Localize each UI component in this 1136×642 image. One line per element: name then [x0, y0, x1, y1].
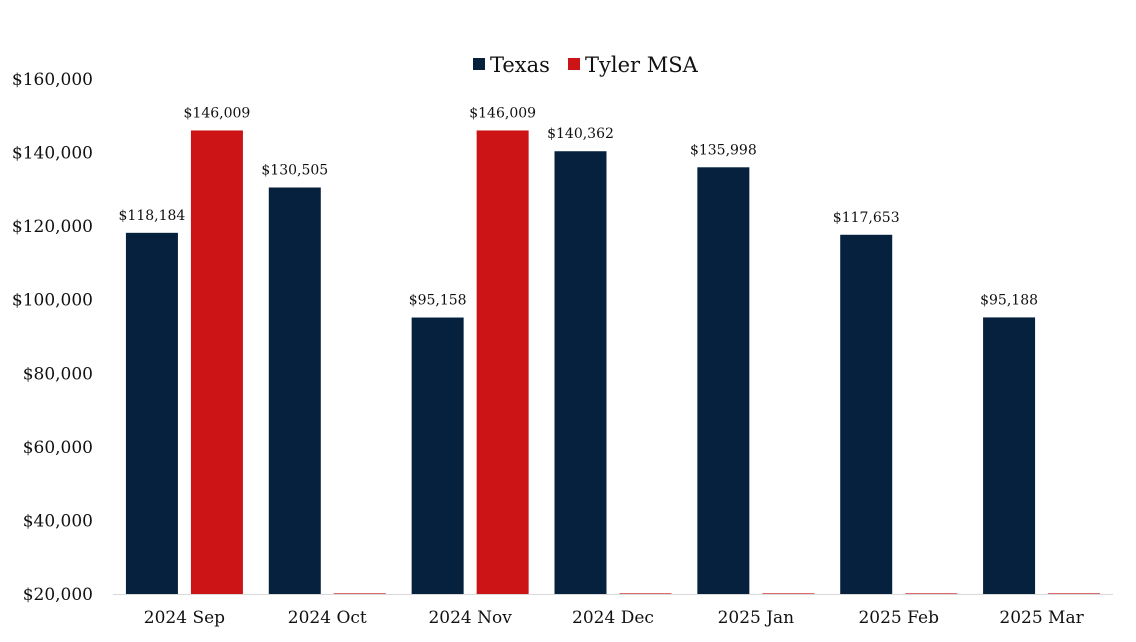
data-label-texas-2025-jan: $135,998 [690, 142, 757, 158]
x-tick-label: 2024 Dec [572, 608, 654, 628]
bar-texas-2024-dec [554, 151, 607, 594]
x-tick-label: 2025 Mar [999, 608, 1084, 628]
data-labels: $118,184 $146,009 $130,505 $95,158 $146,009 $… [119, 105, 1039, 308]
data-label-texas-2024-oct: $130,505 [261, 162, 328, 178]
legend-swatch-texas [473, 58, 485, 70]
y-tick-label: $40,000 [23, 511, 93, 531]
x-tick-label: 2024 Oct [288, 608, 367, 628]
legend-swatch-tyler-msa [568, 58, 580, 70]
y-axis: $20,000 $40,000 $60,000 $80,000 $100,000 $120… [12, 70, 93, 605]
x-axis: 2024 Sep 2024 Oct 2024 Nov 2024 Dec 2025 Jan… [113, 594, 1113, 628]
x-tick-label: 2024 Sep [144, 608, 225, 628]
y-tick-label: $60,000 [23, 438, 93, 458]
y-tick-label: $140,000 [12, 144, 93, 164]
x-tick-label: 2025 Feb [858, 608, 939, 628]
data-label-tyler-msa-2024-nov: $146,009 [469, 105, 536, 121]
bar-texas-2024-sep [125, 232, 178, 595]
data-label-texas-2024-sep: $118,184 [119, 208, 186, 224]
bar-tyler-msa-2024-sep [190, 130, 243, 594]
data-label-texas-2024-dec: $140,362 [547, 126, 614, 142]
bar-texas-2025-feb [840, 234, 893, 594]
y-tick-label: $80,000 [23, 364, 93, 384]
y-tick-label: $20,000 [23, 585, 93, 605]
bar-tyler-msa-2024-nov [476, 130, 529, 594]
data-label-texas-2024-nov: $95,158 [409, 293, 467, 309]
bar-texas-2025-jan [697, 167, 750, 594]
data-label-tyler-msa-2024-sep: $146,009 [184, 105, 251, 121]
y-tick-label: $160,000 [12, 70, 93, 90]
chart-legend: Texas Tyler MSA [473, 53, 699, 77]
bar-texas-2024-nov [411, 317, 464, 594]
data-label-texas-2025-feb: $117,653 [833, 210, 900, 226]
bars [125, 130, 1101, 595]
x-tick-label: 2025 Jan [718, 608, 795, 628]
bar-texas-2024-oct [268, 187, 321, 595]
legend-label-tyler-msa: Tyler MSA [585, 53, 699, 77]
x-tick-label: 2024 Nov [428, 608, 512, 628]
y-tick-label: $120,000 [12, 217, 93, 237]
y-tick-label: $100,000 [12, 291, 93, 311]
data-label-texas-2025-mar: $95,188 [980, 292, 1038, 308]
bar-texas-2025-mar [983, 317, 1036, 594]
legend-label-texas: Texas [490, 53, 550, 77]
